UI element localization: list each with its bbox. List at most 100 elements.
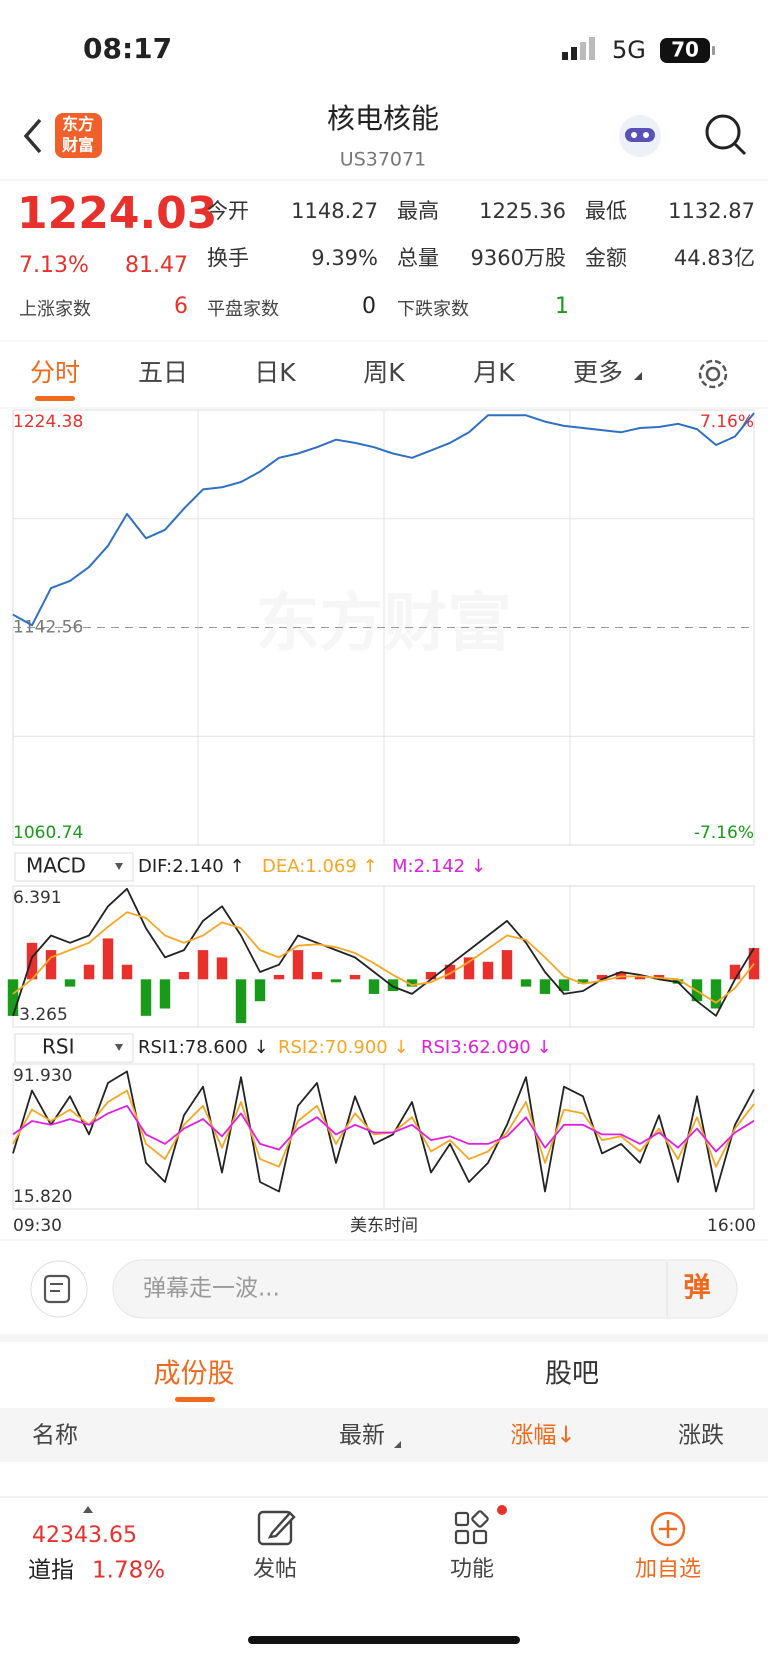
stat-value: 9360万股 bbox=[471, 246, 566, 270]
back-button[interactable] bbox=[23, 118, 42, 154]
tab-underline bbox=[35, 396, 75, 401]
series-line bbox=[12, 911, 755, 1004]
legend-entry: M:2.142 ↓ bbox=[392, 856, 486, 877]
signal-icon bbox=[562, 37, 595, 60]
y2-tick-label: 7.16% bbox=[700, 412, 754, 432]
nav-item[interactable]: 发帖 bbox=[253, 1557, 297, 1582]
stat-label: 总量 bbox=[397, 246, 439, 270]
histogram-bar bbox=[159, 979, 171, 1009]
stat-value: 1148.27 bbox=[291, 199, 378, 223]
post-icon[interactable] bbox=[257, 1510, 296, 1546]
logo-text: 东方 bbox=[62, 115, 94, 134]
nav-item[interactable]: 加自选 bbox=[635, 1557, 701, 1582]
logo bbox=[55, 113, 102, 158]
histogram-bar bbox=[387, 979, 399, 992]
histogram-bar bbox=[235, 979, 247, 1024]
indicator-select[interactable] bbox=[14, 1033, 134, 1063]
tab-more-arrow bbox=[634, 372, 642, 380]
tab[interactable]: 周K bbox=[363, 358, 405, 387]
indicator-title: MACD bbox=[26, 854, 86, 878]
battery-tip bbox=[712, 46, 715, 55]
comment-icon[interactable] bbox=[30, 1260, 88, 1318]
stat-value: 1225.36 bbox=[479, 199, 566, 223]
section-tab[interactable]: 股吧 bbox=[545, 1359, 599, 1390]
stat-value: 6 bbox=[174, 294, 188, 319]
series-line bbox=[12, 412, 755, 627]
stat-label: 上涨家数 bbox=[19, 299, 91, 320]
column-header[interactable]: 最新 bbox=[339, 1423, 385, 1449]
settings-button[interactable] bbox=[698, 359, 728, 389]
histogram-bar bbox=[64, 979, 76, 987]
stat-label: 换手 bbox=[207, 246, 249, 270]
section-tab-active[interactable]: 成份股 bbox=[154, 1359, 235, 1390]
histogram-bar bbox=[425, 972, 437, 980]
dropdown-arrow bbox=[115, 1044, 123, 1051]
histogram-bar bbox=[539, 979, 551, 994]
tab[interactable]: 更多 bbox=[573, 358, 623, 387]
comment-input[interactable] bbox=[112, 1259, 738, 1319]
histogram-bar bbox=[254, 979, 266, 1002]
histogram-bar bbox=[83, 964, 95, 980]
stat-value: 0 bbox=[362, 294, 376, 319]
histogram-bar bbox=[463, 957, 475, 980]
stat-label: 最低 bbox=[585, 199, 627, 223]
column-header[interactable]: 涨幅↓ bbox=[510, 1423, 575, 1449]
comment-placeholder: 弹幕走一波... bbox=[143, 1276, 280, 1302]
series-line bbox=[12, 1104, 755, 1153]
header-code: US37071 bbox=[340, 149, 426, 171]
histogram-bar bbox=[501, 950, 513, 980]
histogram-bar bbox=[178, 972, 190, 980]
y-tick-label: 1060.74 bbox=[13, 823, 83, 843]
home-indicator bbox=[248, 1636, 520, 1644]
histogram-bar bbox=[330, 979, 342, 983]
tab-active[interactable]: 分时 bbox=[30, 358, 80, 387]
tab[interactable]: 月K bbox=[473, 358, 515, 387]
table-header bbox=[0, 1408, 768, 1462]
y-tick-label: 1224.38 bbox=[13, 412, 83, 432]
time-end: 16:00 bbox=[707, 1216, 756, 1236]
stat-value: 1132.87 bbox=[668, 199, 755, 223]
dropdown-arrow bbox=[115, 863, 123, 870]
legend-entry: RSI2:70.900 ↓ bbox=[278, 1037, 409, 1058]
column-header[interactable]: 涨跌 bbox=[678, 1423, 724, 1449]
y-tick-label: 15.820 bbox=[13, 1187, 72, 1207]
histogram-bar bbox=[273, 974, 285, 980]
y-tick-label: 6.391 bbox=[13, 888, 62, 908]
legend-entry: RSI3:62.090 ↓ bbox=[421, 1037, 552, 1058]
network: 5G bbox=[612, 36, 646, 64]
stat-label: 平盘家数 bbox=[207, 299, 279, 320]
legend-entry: DIF:2.140 ↑ bbox=[138, 856, 245, 877]
indicator-select[interactable] bbox=[14, 852, 134, 882]
function-icon[interactable] bbox=[454, 1510, 489, 1545]
change-pct: 7.13% bbox=[19, 253, 89, 278]
histogram-bar bbox=[520, 979, 532, 987]
nav-item[interactable]: 功能 bbox=[450, 1557, 494, 1582]
tab[interactable]: 五日 bbox=[138, 358, 188, 387]
battery-level: 70 bbox=[671, 38, 699, 62]
search-button[interactable] bbox=[705, 114, 747, 156]
histogram-bar bbox=[140, 979, 152, 1016]
index-value: 42343.65 bbox=[32, 1523, 137, 1548]
danmaku-button[interactable]: 弹 bbox=[684, 1273, 711, 1304]
avatar[interactable] bbox=[619, 115, 661, 157]
histogram-bar bbox=[26, 942, 38, 980]
y2-tick-label: -7.16% bbox=[694, 823, 754, 843]
stat-label: 最高 bbox=[397, 199, 439, 223]
column-header[interactable]: 名称 bbox=[32, 1423, 78, 1449]
y-tick-label: 1142.56 bbox=[13, 618, 83, 638]
change: 81.47 bbox=[125, 253, 188, 278]
histogram-bar bbox=[349, 974, 361, 980]
price: 1224.03 bbox=[17, 188, 217, 239]
index-pct: 1.78% bbox=[92, 1558, 165, 1584]
histogram-bar bbox=[444, 964, 456, 980]
indicator-title: RSI bbox=[42, 1035, 75, 1059]
tab[interactable]: 日K bbox=[254, 358, 296, 387]
histogram-bar bbox=[292, 950, 304, 980]
histogram-bar bbox=[558, 979, 570, 992]
stat-value: 44.83亿 bbox=[674, 246, 755, 270]
add-watchlist-icon[interactable] bbox=[650, 1511, 686, 1547]
series-line bbox=[12, 1089, 755, 1168]
histogram-bar bbox=[406, 979, 418, 987]
stat-label: 金额 bbox=[585, 246, 627, 270]
